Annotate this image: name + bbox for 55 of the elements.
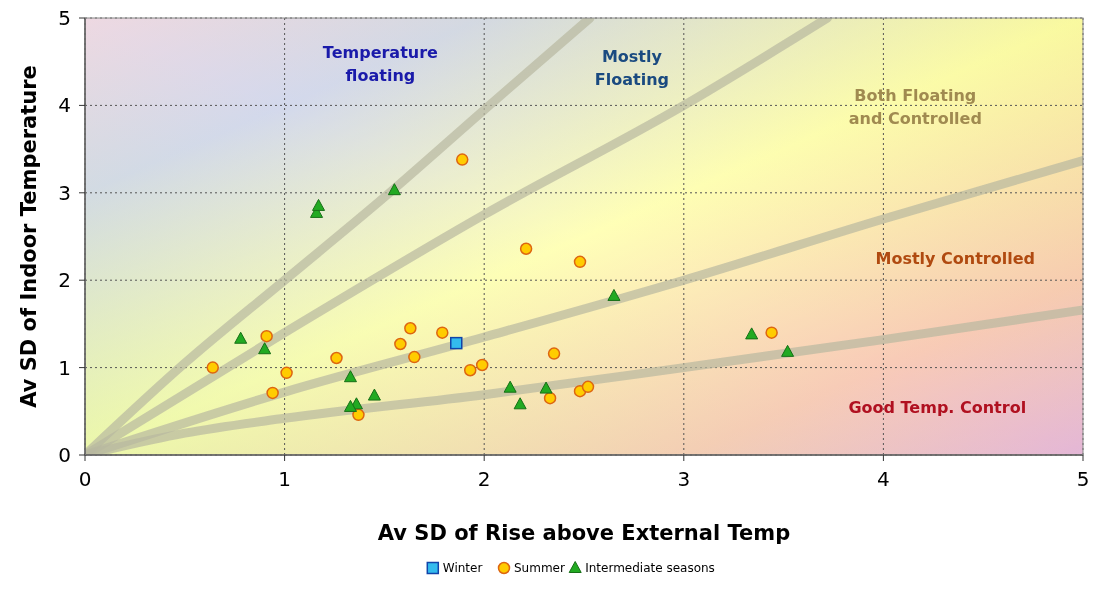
annotation: Good Temp. Control bbox=[848, 397, 1027, 417]
x-axis-title: Av SD of Rise above External Temp bbox=[377, 521, 791, 545]
point bbox=[387, 183, 401, 196]
point bbox=[234, 331, 248, 344]
point bbox=[455, 153, 469, 166]
point bbox=[547, 347, 561, 360]
legend-label: Summer bbox=[514, 561, 565, 575]
x-tick-label: 5 bbox=[1076, 467, 1090, 491]
x-tick-label: 3 bbox=[677, 467, 691, 491]
annotation: Both Floating and Controlled bbox=[848, 86, 982, 129]
point bbox=[503, 380, 517, 393]
point bbox=[463, 363, 477, 377]
y-tick-label: 1 bbox=[58, 355, 71, 380]
point bbox=[436, 326, 449, 339]
point bbox=[781, 344, 795, 357]
point bbox=[475, 358, 489, 372]
point bbox=[394, 337, 407, 351]
point bbox=[206, 361, 219, 374]
point bbox=[408, 350, 421, 364]
point bbox=[450, 336, 463, 350]
annotation: Temperature floating bbox=[322, 42, 439, 85]
point bbox=[343, 370, 357, 383]
annotation: Mostly Floating bbox=[594, 47, 669, 90]
point bbox=[539, 381, 553, 394]
point bbox=[352, 408, 365, 422]
point bbox=[330, 351, 343, 365]
point bbox=[312, 198, 326, 211]
x-tick-label: 2 bbox=[477, 467, 491, 491]
point bbox=[581, 380, 595, 394]
point bbox=[367, 388, 381, 401]
annotation: Mostly Controlled bbox=[875, 249, 1036, 269]
point bbox=[573, 255, 587, 269]
point bbox=[280, 366, 293, 380]
y-tick-label: 4 bbox=[58, 93, 71, 118]
y-tick-label: 5 bbox=[58, 6, 71, 30]
legend-label: Winter bbox=[442, 561, 483, 575]
x-tick-label: 4 bbox=[877, 467, 890, 491]
point bbox=[543, 391, 557, 405]
y-axis-title: Av SD of Indoor Temperature bbox=[17, 65, 41, 408]
x-tick-label: 0 bbox=[78, 467, 92, 491]
y-tick-label: 3 bbox=[58, 180, 71, 205]
point bbox=[519, 242, 533, 255]
y-tick-label: 0 bbox=[58, 443, 71, 467]
point bbox=[266, 386, 279, 400]
x-tick-label: 1 bbox=[278, 467, 291, 491]
point bbox=[343, 399, 357, 412]
point bbox=[513, 397, 527, 410]
y-tick-label: 2 bbox=[58, 268, 71, 293]
point bbox=[607, 288, 621, 301]
point bbox=[258, 342, 272, 355]
point bbox=[745, 327, 759, 340]
point bbox=[765, 326, 778, 339]
point bbox=[260, 329, 273, 343]
legend-label: Intermediate seasons bbox=[585, 561, 715, 575]
point bbox=[404, 322, 417, 335]
